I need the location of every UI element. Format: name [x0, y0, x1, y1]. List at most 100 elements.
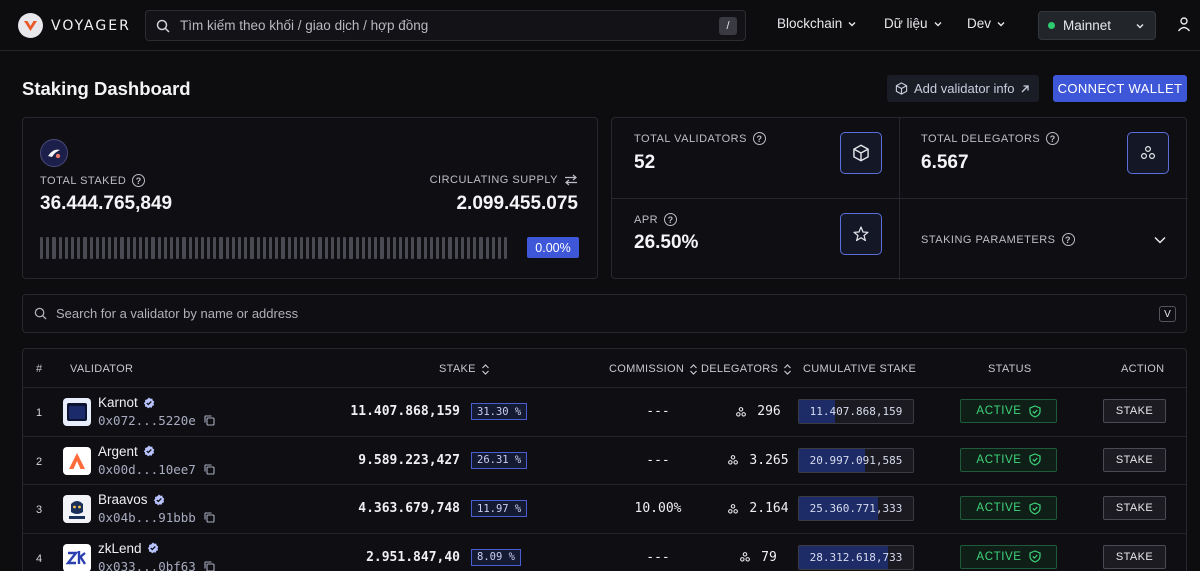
- header-delegators[interactable]: DELEGATORS: [701, 363, 792, 375]
- header-stake[interactable]: STAKE: [439, 363, 490, 375]
- cumulative-stake-value: 20.997.091,585: [809, 453, 903, 467]
- validator-name-row[interactable]: Karnot: [98, 395, 155, 410]
- validator-logo: [63, 495, 91, 523]
- stats-divider: [899, 118, 900, 280]
- validator-name-row[interactable]: zkLend: [98, 541, 159, 556]
- header-commission-label: COMMISSION: [609, 363, 685, 375]
- users-icon: [728, 455, 739, 465]
- copy-icon[interactable]: [204, 415, 215, 426]
- validator-search-input[interactable]: Search for a validator by name or addres…: [22, 294, 1187, 333]
- chevron-down-icon: [1136, 23, 1144, 28]
- search-shortcut-key: /: [719, 17, 737, 35]
- global-search-input[interactable]: Tìm kiếm theo khối / giao dịch / hợp đồn…: [145, 10, 746, 41]
- progress-segment: [213, 237, 217, 259]
- commission-value: 10.00%: [634, 501, 682, 516]
- validator-address-row: 0x00d...10ee7: [98, 462, 215, 477]
- progress-segment: [219, 237, 223, 259]
- braavos-logo: [63, 495, 91, 523]
- commission-value: ---: [646, 404, 670, 419]
- header-status: STATUS: [988, 363, 1032, 375]
- add-validator-info-button[interactable]: Add validator info: [887, 75, 1039, 102]
- stake-share-badge: 31.30 %: [471, 403, 528, 420]
- chevron-down-icon: [934, 21, 942, 26]
- stake-amount: 2.951.847,40: [366, 549, 460, 565]
- status-badge: ACTIVE: [960, 496, 1057, 520]
- progress-segment: [194, 237, 198, 259]
- help-icon[interactable]: ?: [132, 174, 146, 187]
- page-title: Staking Dashboard: [22, 78, 191, 99]
- validator-address[interactable]: 0x00d...10ee7: [98, 461, 196, 477]
- delegators-value: 296: [757, 404, 781, 419]
- connect-wallet-button[interactable]: CONNECT WALLET: [1053, 75, 1187, 102]
- row-index: 4: [36, 552, 43, 565]
- help-icon[interactable]: ?: [664, 213, 678, 226]
- progress-segment: [58, 237, 62, 259]
- progress-segment: [312, 237, 316, 259]
- copy-icon[interactable]: [204, 463, 215, 475]
- user-icon[interactable]: [1177, 16, 1191, 32]
- header-commission[interactable]: COMMISSION: [609, 363, 698, 375]
- validator-name: Braavos: [98, 492, 148, 507]
- stake-button[interactable]: STAKE: [1103, 447, 1166, 472]
- stake-share-badge: 8.09 %: [471, 548, 521, 566]
- progress-segment: [83, 237, 87, 259]
- help-icon[interactable]: ?: [1061, 233, 1075, 246]
- row-index: 3: [36, 504, 43, 516]
- staking-parameters-toggle[interactable]: STAKING PARAMETERS ?: [921, 233, 1075, 246]
- stake-button[interactable]: STAKE: [1103, 399, 1166, 423]
- progress-segment: [250, 237, 254, 259]
- delegators-count: 296: [703, 404, 813, 419]
- stake-button[interactable]: STAKE: [1103, 544, 1166, 569]
- delegators-value: 79: [761, 549, 777, 565]
- circulating-supply-label: CIRCULATING SUPPLY: [429, 174, 558, 186]
- nav-blockchain-label: Blockchain: [777, 16, 843, 31]
- total-delegators-label-row: TOTAL DELEGATORS ?: [921, 132, 1060, 145]
- validator-logo: [63, 543, 91, 571]
- cumulative-stake-bar: 28.312.618,733: [798, 544, 914, 570]
- validator-address[interactable]: 0x033...0bf63: [98, 558, 196, 571]
- progress-segment: [64, 237, 68, 259]
- progress-segment: [108, 237, 112, 259]
- status-label: ACTIVE: [976, 550, 1022, 563]
- shield-check-icon: [1028, 404, 1041, 418]
- voyager-logo-icon: [18, 13, 43, 38]
- voyager-logo[interactable]: VOYAGER: [18, 13, 131, 38]
- validators-icon-box: [840, 132, 882, 174]
- progress-segment: [485, 237, 489, 259]
- row-index: 2: [36, 455, 43, 468]
- progress-segment: [188, 237, 192, 259]
- table-row: 1 Karnot 0x072...5220e 11.407.868,159 31…: [23, 387, 1186, 435]
- cumulative-stake-value: 25.360.771,333: [809, 502, 903, 515]
- chevron-down-icon[interactable]: [1153, 235, 1167, 245]
- validator-name-row[interactable]: Argent: [98, 444, 155, 459]
- copy-icon[interactable]: [204, 512, 215, 523]
- progress-segment: [262, 237, 266, 259]
- shield-check-icon: [1028, 501, 1041, 515]
- progress-segment: [225, 237, 229, 259]
- staked-percent-badge: 0.00%: [527, 237, 579, 258]
- swap-icon[interactable]: [564, 174, 578, 186]
- validator-address[interactable]: 0x04b...91bbb: [98, 510, 196, 525]
- validator-address[interactable]: 0x072...5220e: [98, 413, 196, 428]
- copy-icon[interactable]: [204, 560, 215, 571]
- verified-badge-icon: [147, 542, 158, 554]
- progress-segment: [46, 237, 50, 259]
- validator-name-row[interactable]: Braavos: [98, 492, 165, 507]
- help-icon[interactable]: ?: [752, 132, 766, 145]
- progress-segment: [200, 237, 205, 259]
- status-badge: ACTIVE: [960, 544, 1057, 569]
- help-icon[interactable]: ?: [1046, 132, 1060, 145]
- progress-segment: [231, 237, 235, 259]
- progress-segment: [473, 237, 477, 259]
- progress-segment: [386, 237, 390, 259]
- network-selector[interactable]: Mainnet: [1038, 11, 1156, 40]
- nav-dev[interactable]: Dev: [967, 16, 1006, 31]
- validator-name: zkLend: [98, 540, 142, 556]
- progress-segment: [392, 237, 396, 259]
- cumulative-stake-fill: [799, 497, 879, 520]
- progress-segment: [324, 237, 328, 259]
- stake-button[interactable]: STAKE: [1103, 496, 1166, 520]
- nav-blockchain[interactable]: Blockchain: [777, 16, 857, 31]
- nav-du-lieu[interactable]: Dữ liệu: [884, 16, 943, 31]
- table-row: 4 zkLend 0x033...0bf63 2.951.847,40 8.09…: [23, 532, 1186, 571]
